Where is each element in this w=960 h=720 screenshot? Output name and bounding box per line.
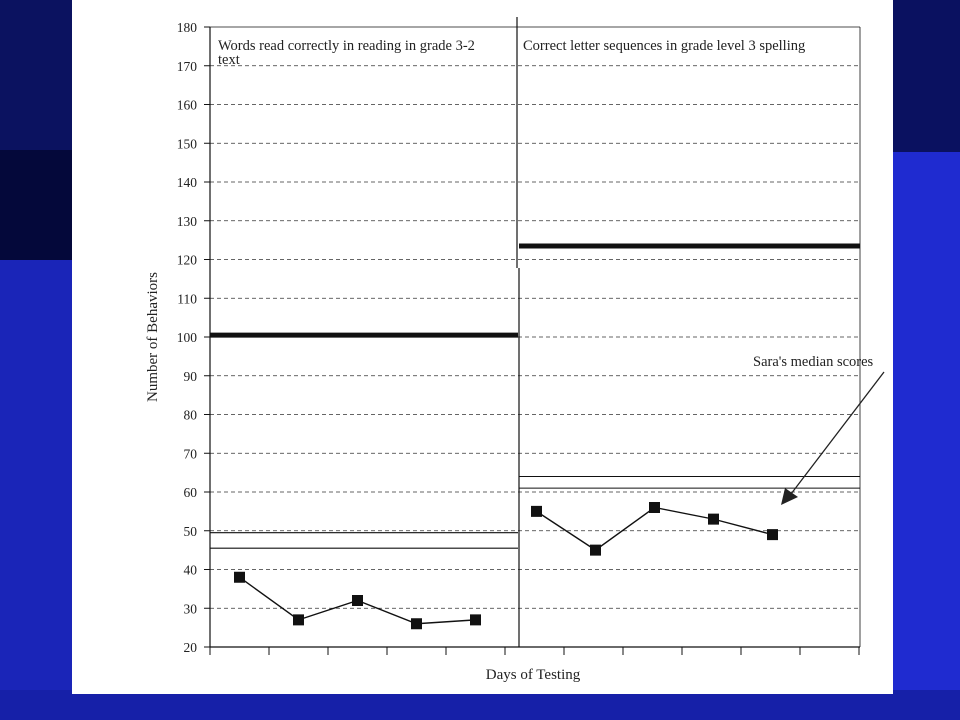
y-tick-label: 130	[177, 214, 198, 229]
axes	[209, 17, 861, 648]
y-tick-labels: 20 30 40 50 60 70 80 90 100 110 120 130 140 150 160 170…	[177, 20, 210, 655]
data-point-marker	[649, 502, 660, 513]
y-axis-title: Number of Behaviors	[145, 272, 161, 402]
y-tick-label: 80	[184, 408, 198, 423]
y-tick-label: 50	[184, 524, 198, 539]
data-point-marker	[767, 529, 778, 541]
y-tick-label: 60	[184, 485, 198, 500]
data-point-marker	[708, 513, 719, 525]
series-line	[536, 506, 773, 551]
y-tick-label: 180	[177, 20, 198, 35]
annotation-arrow-line	[790, 371, 885, 495]
x-axis-title: Days of Testing	[486, 667, 581, 683]
y-tick-label: 120	[177, 253, 198, 268]
annotation-arrowhead	[781, 488, 798, 505]
annotation-label: Sara's median scores	[753, 354, 874, 370]
data-point-marker	[234, 571, 245, 583]
data-point-marker	[590, 544, 601, 556]
y-tick-label: 140	[177, 175, 198, 190]
y-tick-label: 20	[184, 640, 198, 655]
x-ticks	[209, 647, 860, 655]
panel-1-title-line-1: Words read correctly in reading in grade…	[218, 38, 475, 54]
y-tick-label: 30	[184, 601, 198, 616]
data-point-marker	[352, 595, 363, 606]
data-point-marker	[531, 505, 542, 517]
y-tick-label: 170	[177, 59, 198, 74]
y-tick-label: 110	[177, 291, 197, 306]
y-tick-label: 70	[184, 446, 198, 461]
data-series	[234, 502, 778, 630]
y-tick-label: 150	[177, 136, 198, 151]
data-point-marker	[293, 614, 304, 626]
panel-1-title-line-2: text	[218, 52, 240, 68]
y-tick-label: 40	[184, 563, 198, 578]
reference-lines	[210, 243, 860, 549]
y-tick-label: 160	[177, 98, 198, 113]
chart-panel-background	[72, 0, 893, 694]
gridlines	[210, 65, 860, 609]
median-annotation: Sara's median scores	[753, 354, 885, 505]
y-tick-label: 100	[177, 330, 198, 345]
data-point-marker	[470, 614, 481, 626]
panel-2-title: Correct letter sequences in grade level …	[523, 38, 805, 54]
y-tick-label: 90	[184, 369, 198, 384]
data-point-marker	[411, 618, 422, 630]
